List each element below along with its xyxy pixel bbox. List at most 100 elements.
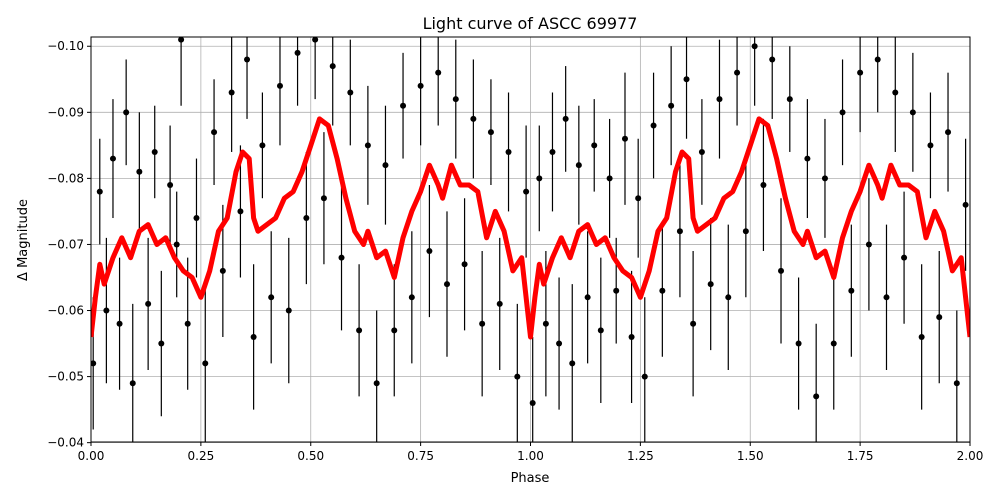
y-tick-label: −0.08 (47, 171, 84, 185)
data-point (628, 333, 635, 340)
data-point (237, 208, 244, 215)
data-point (426, 248, 433, 255)
data-point (320, 195, 327, 202)
data-point (347, 89, 354, 96)
data-point (641, 373, 648, 380)
data-point (303, 215, 310, 222)
x-tick-label: 0.25 (188, 449, 215, 463)
data-point (635, 195, 642, 202)
data-point (821, 175, 828, 182)
data-point (435, 69, 442, 76)
data-point (857, 69, 864, 76)
x-tick-label: 1.00 (517, 449, 544, 463)
data-point (173, 241, 180, 248)
data-point (259, 142, 266, 149)
data-point (778, 267, 785, 274)
data-point (901, 254, 908, 261)
data-point (698, 148, 705, 155)
data-point (338, 254, 345, 261)
data-point (650, 122, 657, 129)
y-tick-label: −0.07 (47, 237, 84, 251)
data-point (443, 281, 450, 288)
x-tick-label: 0.00 (78, 449, 105, 463)
y-tick-label: −0.09 (47, 105, 84, 119)
data-point (479, 320, 486, 327)
data-point (129, 380, 136, 387)
data-point (883, 294, 890, 301)
data-point (356, 327, 363, 334)
y-axis-label: Δ Magnitude (16, 199, 31, 281)
data-point (211, 129, 218, 136)
data-point (276, 82, 283, 89)
data-point (569, 360, 576, 367)
x-tick-label: 1.75 (847, 449, 874, 463)
data-point (496, 300, 503, 307)
data-point (417, 82, 424, 89)
data-point (613, 287, 620, 294)
x-axis-label: Phase (511, 471, 550, 486)
data-point (751, 43, 758, 50)
data-point (659, 287, 666, 294)
data-point (683, 76, 690, 83)
data-point (591, 142, 598, 149)
data-point (786, 96, 793, 103)
data-point (813, 393, 820, 400)
data-point (597, 327, 604, 334)
data-point (668, 102, 675, 109)
data-point (91, 360, 97, 367)
data-point (136, 168, 143, 175)
x-tick-label: 0.75 (407, 449, 434, 463)
data-point (391, 327, 398, 334)
data-point (461, 261, 468, 268)
data-point (962, 201, 969, 208)
data-point (760, 181, 767, 188)
data-point (244, 56, 251, 63)
data-point (373, 380, 380, 387)
data-point (408, 294, 415, 301)
data-point (725, 294, 732, 301)
data-point (676, 228, 683, 235)
data-point (514, 373, 521, 380)
data-point (329, 63, 336, 70)
data-point (116, 320, 123, 327)
data-point (505, 148, 512, 155)
data-point (96, 188, 103, 195)
data-point (145, 300, 152, 307)
data-point (909, 109, 916, 116)
data-point (529, 400, 536, 407)
data-point (158, 340, 165, 347)
data-point (167, 181, 174, 188)
x-tick-label: 1.50 (737, 449, 764, 463)
data-point (584, 294, 591, 301)
x-tick-label: 0.50 (297, 449, 324, 463)
data-point (219, 267, 226, 274)
data-point (606, 175, 613, 182)
data-point (364, 142, 371, 149)
data-point (562, 115, 569, 122)
data-point (184, 320, 191, 327)
data-point (848, 287, 855, 294)
y-tick-label: −0.04 (47, 436, 84, 450)
data-point (927, 142, 934, 149)
data-point (795, 340, 802, 347)
ticks: 0.00 0.25 0.50 0.75 1.00 1.25 1.50 1.75 2.00 −0.1… (47, 39, 983, 463)
data-point (936, 314, 943, 321)
data-point (250, 333, 257, 340)
data-point (742, 228, 749, 235)
data-point (549, 148, 556, 155)
data-point (103, 307, 110, 314)
data-point (621, 135, 628, 142)
data-point (830, 340, 837, 347)
data-point (734, 69, 741, 76)
data-point (452, 96, 459, 103)
data-point (865, 241, 872, 248)
data-point (487, 129, 494, 136)
data-point (285, 307, 292, 314)
data-point (123, 109, 130, 116)
data-point (769, 56, 776, 63)
data-point (953, 380, 960, 387)
data-point (109, 155, 116, 162)
data-point (400, 102, 407, 109)
data-point (470, 115, 477, 122)
